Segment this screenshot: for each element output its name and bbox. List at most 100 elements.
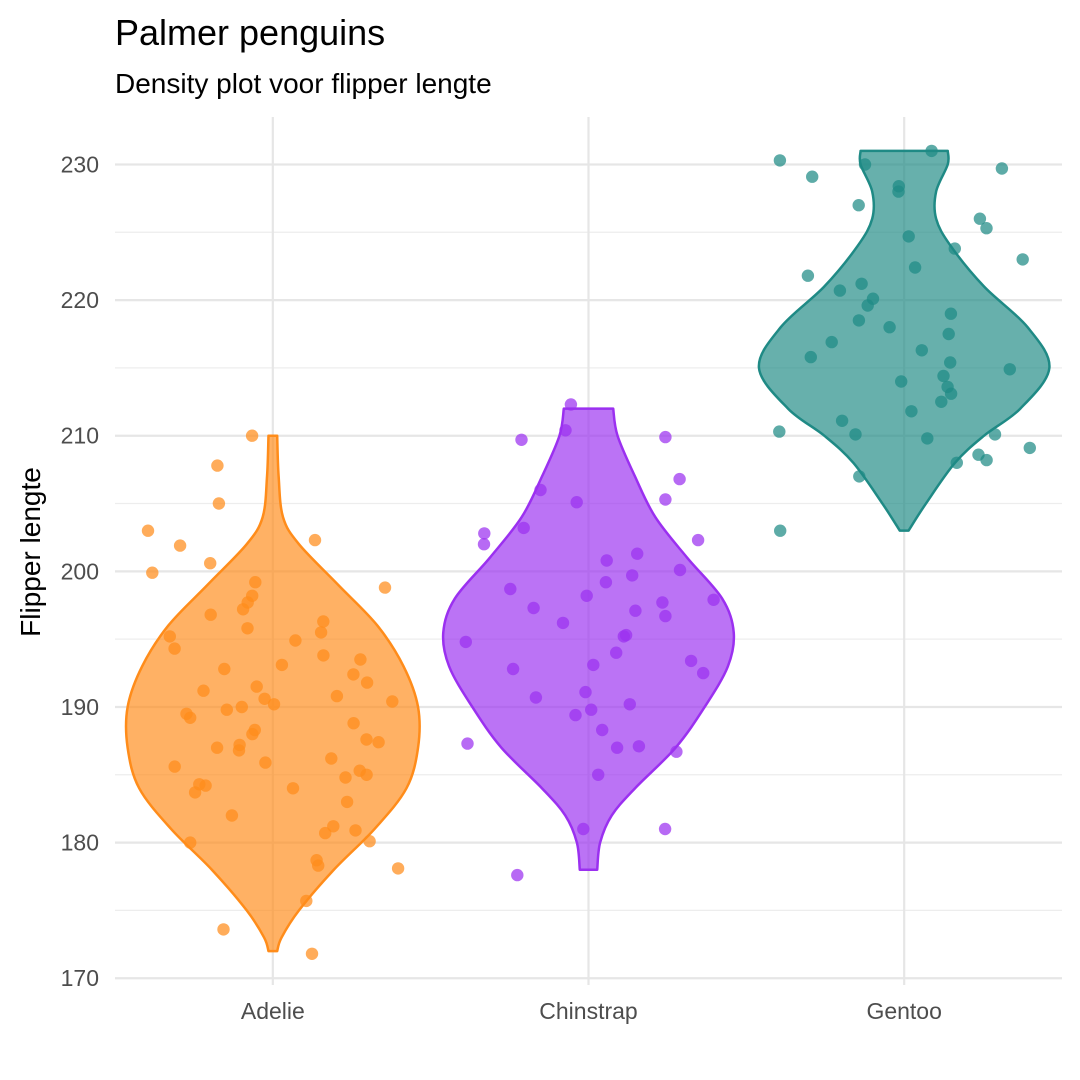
data-point-chinstrap (527, 601, 540, 615)
data-point-chinstrap (659, 493, 672, 506)
data-point-adelie (305, 947, 319, 960)
data-point-chinstrap (570, 496, 583, 509)
data-point-adelie (235, 700, 248, 714)
data-point-chinstrap (673, 472, 686, 486)
data-point-gentoo (858, 158, 872, 171)
data-point-chinstrap (579, 685, 592, 699)
data-point-adelie (141, 524, 155, 537)
data-point-adelie (258, 692, 271, 705)
axis-labels: 170 180 190 200 210 220 230 Adelie Chinstrap Gent… (61, 151, 942, 1024)
data-point-adelie (246, 589, 259, 602)
chart-title: Palmer penguins (115, 12, 386, 53)
data-point-chinstrap (610, 741, 624, 754)
data-point-gentoo (774, 524, 787, 537)
data-point-adelie (218, 662, 231, 676)
data-point-adelie (363, 835, 376, 848)
data-point-gentoo (833, 284, 847, 297)
data-point-chinstrap (517, 521, 530, 535)
data-point-chinstrap (629, 604, 642, 617)
data-point-gentoo (866, 292, 880, 305)
data-point-chinstrap (592, 768, 605, 781)
data-point-chinstrap (691, 533, 705, 547)
data-point-chinstrap (477, 538, 491, 551)
data-point-adelie (317, 615, 330, 628)
data-point-gentoo (855, 277, 868, 290)
data-point-chinstrap (684, 654, 698, 668)
violin-gentoo (757, 149, 1051, 532)
data-point-adelie (173, 539, 187, 552)
data-point-adelie (308, 533, 322, 547)
data-point-adelie (212, 497, 226, 510)
data-point-chinstrap (580, 589, 593, 602)
data-point-chinstrap (534, 483, 547, 497)
data-point-gentoo (948, 242, 961, 255)
data-point-gentoo (895, 375, 908, 388)
data-point-adelie (168, 760, 181, 773)
data-point-adelie (248, 723, 261, 737)
data-point-adelie (310, 854, 323, 867)
data-point-chinstrap (556, 616, 570, 630)
data-point-adelie (168, 642, 181, 655)
violin-adelie (124, 434, 421, 953)
chart-subtitle: Density plot voor flipper lengte (115, 68, 492, 99)
data-point-chinstrap (697, 666, 710, 680)
data-point-gentoo (944, 356, 957, 369)
data-point-gentoo (950, 456, 963, 469)
data-point-adelie (204, 608, 217, 621)
y-tick-label: 170 (61, 965, 99, 991)
data-point-adelie (184, 836, 197, 849)
data-point-adelie (217, 923, 230, 936)
data-point-gentoo (1003, 363, 1016, 376)
data-point-chinstrap (619, 628, 633, 642)
data-point-adelie (210, 741, 224, 754)
data-point-adelie (386, 695, 399, 708)
violin-chinstrap (441, 407, 736, 871)
x-tick-label-adelie: Adelie (241, 998, 305, 1024)
data-point-adelie (267, 698, 281, 711)
data-point-gentoo (773, 154, 787, 167)
data-point-adelie (245, 429, 259, 442)
data-point-chinstrap (631, 547, 644, 560)
data-point-adelie (259, 756, 272, 769)
data-point-adelie (349, 824, 362, 837)
data-point-adelie (360, 676, 374, 689)
data-point-gentoo (905, 405, 918, 418)
data-point-gentoo (849, 428, 862, 441)
data-point-adelie (317, 649, 330, 662)
y-tick-label: 200 (61, 558, 99, 584)
data-point-chinstrap (529, 691, 543, 704)
data-point-adelie (354, 653, 367, 666)
data-point-adelie (325, 752, 338, 765)
data-point-gentoo (902, 230, 915, 243)
data-point-gentoo (995, 162, 1009, 175)
data-point-gentoo (804, 350, 817, 364)
data-point-chinstrap (656, 596, 669, 609)
data-point-chinstrap (673, 563, 687, 577)
data-point-adelie (233, 738, 246, 752)
data-point-gentoo (773, 425, 786, 438)
data-point-adelie (330, 689, 344, 703)
data-point-adelie (314, 626, 328, 639)
data-point-gentoo (835, 414, 849, 427)
data-point-adelie (163, 630, 176, 643)
data-point-chinstrap (587, 658, 600, 672)
data-point-adelie (391, 862, 405, 875)
data-point-chinstrap (707, 593, 720, 606)
data-point-gentoo (801, 269, 815, 282)
data-point-gentoo (941, 380, 954, 394)
data-point-gentoo (853, 470, 866, 483)
data-point-gentoo (973, 212, 987, 225)
data-point-adelie (347, 717, 360, 730)
data-point-chinstrap (585, 703, 598, 716)
data-point-adelie (275, 658, 289, 672)
data-point-adelie (286, 782, 300, 795)
data-point-adelie (339, 771, 352, 784)
data-point-gentoo (825, 335, 838, 349)
data-point-adelie (289, 634, 302, 647)
violin-layer (124, 149, 1051, 953)
data-point-adelie (250, 680, 263, 693)
data-point-gentoo (980, 222, 993, 235)
data-point-chinstrap (610, 646, 623, 659)
data-point-adelie (225, 809, 239, 822)
